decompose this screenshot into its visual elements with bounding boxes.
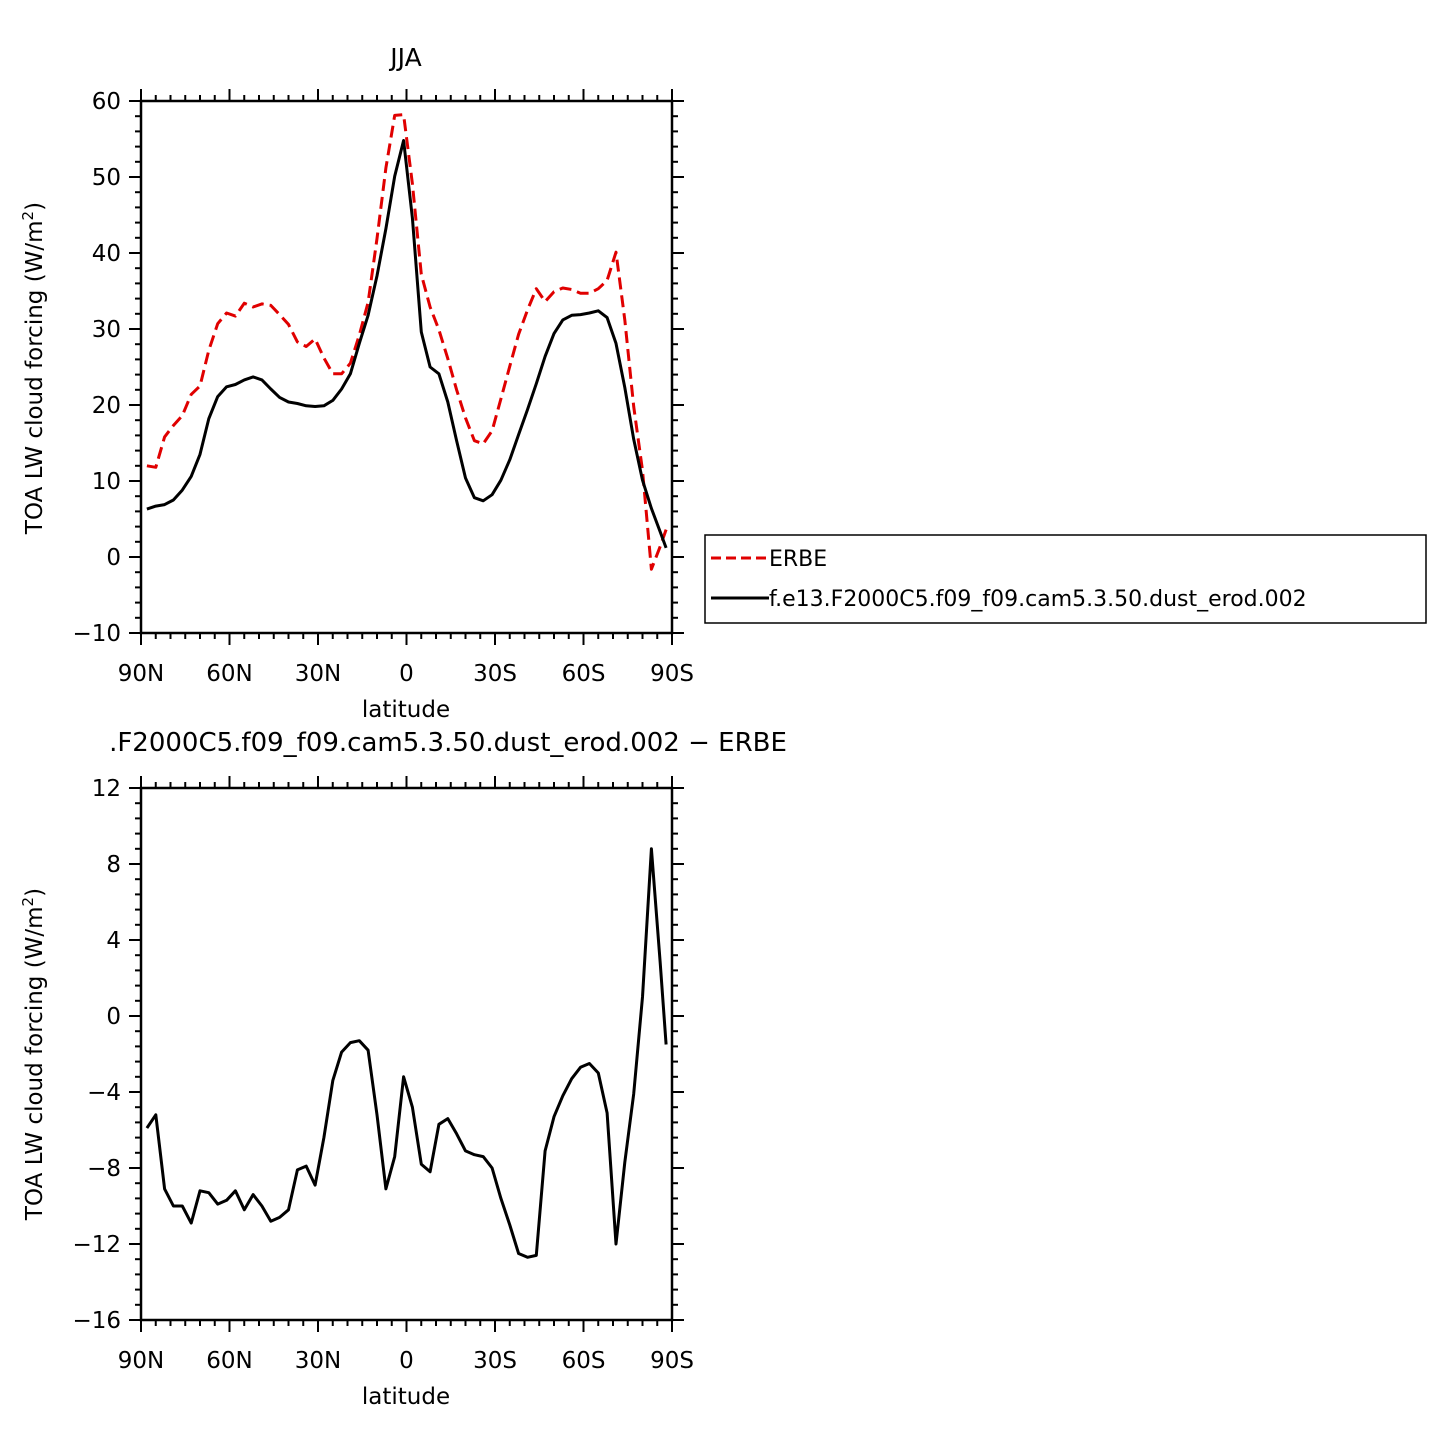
top-x-tick-label: 90S	[650, 661, 694, 687]
top-series-line-1	[146, 139, 668, 549]
top-x-tick-label: 30S	[473, 661, 517, 687]
bottom-y-tick-label: −8	[87, 1156, 121, 1182]
top-x-tick-label: 0	[399, 661, 414, 687]
bottom-ticks: 90N 60N 30N 0 30S 60S 90S −16 −12 −8 −4 0 4 8 12	[72, 776, 694, 1374]
bottom-y-tick-label: 4	[106, 928, 121, 954]
top-y-tick-label: 60	[92, 89, 121, 115]
top-panel: JJA 90N 60N 30N 0 30S 60S 90S−100102030405060 …	[19, 43, 694, 723]
bottom-y-tick-label: 12	[92, 776, 121, 802]
top-x-tick-label: 60N	[206, 661, 252, 687]
bottom-y-tick-label: −16	[72, 1308, 121, 1334]
bottom-x-tick-label: 30N	[295, 1348, 341, 1374]
bottom-y-tick-label: 8	[106, 852, 121, 878]
legend-model-label: f.e13.F2000C5.f09_f09.cam5.3.50.dust_ero…	[769, 587, 1307, 612]
bottom-x-tick-label: 60N	[206, 1348, 252, 1374]
bottom-x-tick-label: 90N	[118, 1348, 164, 1374]
top-x-tick-label: 90N	[118, 661, 164, 687]
legend-frame	[704, 534, 1427, 624]
top-y-axis-label-sup: 2	[19, 211, 37, 221]
top-x-tick-label: 30N	[295, 661, 341, 687]
top-series-group	[146, 113, 668, 571]
top-plot-frame	[139, 99, 674, 635]
bottom-y-axis-label-end: )	[22, 888, 48, 897]
bottom-x-tick-label: 90S	[650, 1348, 694, 1374]
bottom-y-tick-label: −12	[72, 1232, 121, 1258]
top-panel-title: JJA	[388, 43, 421, 72]
bottom-x-tick-label: 0	[399, 1348, 414, 1374]
top-x-tick-label: 60S	[562, 661, 606, 687]
top-y-tick-label: 0	[106, 545, 121, 571]
bottom-x-axis-label: latitude	[362, 1384, 450, 1410]
top-y-axis-label: TOA LW cloud forcing (W/m2)	[19, 202, 48, 535]
top-y-tick-label: −10	[72, 621, 121, 647]
bottom-y-axis-label: TOA LW cloud forcing (W/m2)	[19, 888, 48, 1221]
bottom-panel-title: .F2000C5.f09_f09.cam5.3.50.dust_erod.002…	[109, 728, 787, 758]
top-x-axis-label: latitude	[362, 697, 450, 723]
legend-erbe-label: ERBE	[769, 547, 827, 572]
top-y-tick-label: 10	[92, 469, 121, 495]
bottom-y-tick-label: −4	[87, 1080, 121, 1106]
top-y-tick-label: 30	[92, 317, 121, 343]
bottom-series-group	[145, 847, 668, 1259]
top-y-axis-label-end: )	[22, 202, 48, 211]
bottom-panel: .F2000C5.f09_f09.cam5.3.50.dust_erod.002…	[19, 728, 787, 1410]
top-y-axis-label-main: TOA LW cloud forcing (W/m	[22, 220, 48, 535]
bottom-y-axis-label-sup: 2	[19, 897, 37, 907]
bottom-plot-frame	[139, 786, 674, 1322]
legend: ERBE f.e13.F2000C5.f09_f09.cam5.3.50.dus…	[704, 534, 1427, 624]
bottom-x-tick-label: 60S	[562, 1348, 606, 1374]
bottom-y-axis-label-main: TOA LW cloud forcing (W/m	[22, 906, 48, 1221]
bottom-x-tick-label: 30S	[473, 1348, 517, 1374]
top-ticks: 90N 60N 30N 0 30S 60S 90S −10 0 10 20 30 40 50 60	[72, 89, 694, 687]
bottom-y-tick-label: 0	[106, 1004, 121, 1030]
top-series-line-0	[146, 113, 668, 571]
top-y-tick-label: 40	[92, 241, 121, 267]
top-y-tick-label: 50	[92, 165, 121, 191]
bottom-series-line-0	[145, 847, 668, 1259]
top-y-tick-label: 20	[92, 393, 121, 419]
